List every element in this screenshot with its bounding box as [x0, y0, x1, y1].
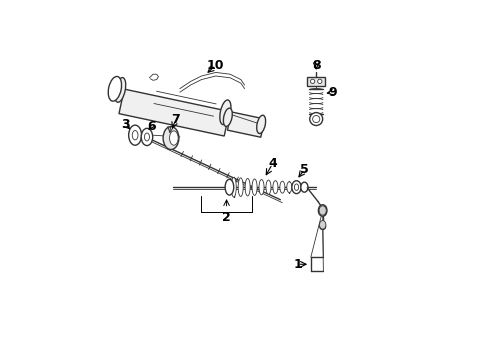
Text: 10: 10	[206, 59, 224, 72]
Ellipse shape	[286, 182, 291, 193]
Text: 1: 1	[293, 258, 301, 271]
Ellipse shape	[251, 179, 257, 195]
Ellipse shape	[294, 184, 298, 190]
Ellipse shape	[265, 180, 270, 194]
Ellipse shape	[128, 125, 142, 145]
Ellipse shape	[309, 113, 322, 126]
Bar	[227, 112, 264, 137]
Ellipse shape	[318, 205, 326, 216]
Ellipse shape	[244, 179, 250, 196]
Ellipse shape	[317, 79, 321, 84]
Ellipse shape	[141, 129, 152, 145]
Ellipse shape	[223, 108, 232, 126]
Text: 3: 3	[121, 118, 129, 131]
Ellipse shape	[256, 115, 265, 134]
Ellipse shape	[114, 78, 125, 102]
Ellipse shape	[231, 177, 236, 197]
Ellipse shape	[169, 131, 178, 145]
Bar	[306, 77, 325, 86]
Ellipse shape	[319, 224, 325, 229]
Ellipse shape	[319, 206, 325, 215]
Text: 6: 6	[147, 120, 155, 133]
Ellipse shape	[144, 133, 149, 141]
Ellipse shape	[220, 100, 230, 125]
Text: 2: 2	[222, 211, 230, 224]
Text: 7: 7	[171, 113, 180, 126]
Text: 9: 9	[327, 86, 336, 99]
Ellipse shape	[310, 79, 314, 84]
Ellipse shape	[312, 116, 319, 123]
Ellipse shape	[291, 181, 301, 194]
Ellipse shape	[300, 182, 307, 192]
Bar	[119, 89, 229, 136]
Text: 5: 5	[300, 163, 308, 176]
Ellipse shape	[259, 180, 264, 195]
Text: 8: 8	[311, 59, 320, 72]
Ellipse shape	[108, 76, 122, 101]
Ellipse shape	[224, 179, 233, 195]
Ellipse shape	[163, 127, 179, 149]
Ellipse shape	[132, 131, 138, 140]
Ellipse shape	[279, 181, 285, 193]
Ellipse shape	[319, 221, 325, 229]
Text: 4: 4	[267, 157, 276, 170]
Ellipse shape	[238, 178, 243, 197]
Ellipse shape	[272, 181, 277, 194]
